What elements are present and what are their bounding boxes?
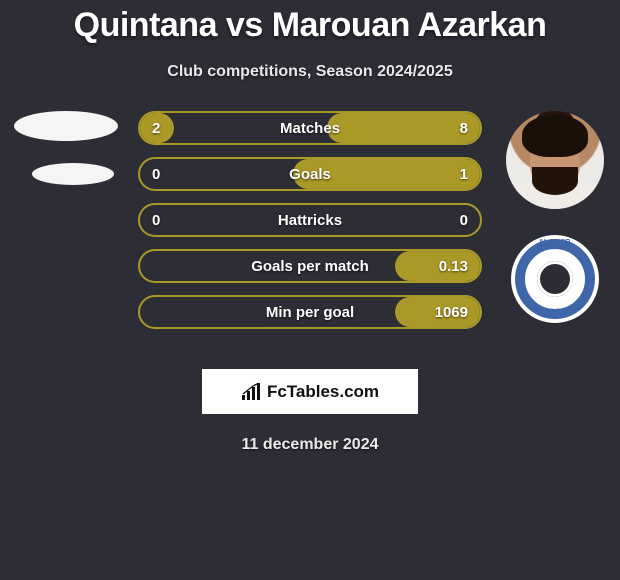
comparison-panel: 2 Matches 8 0 Goals 1 0 Hattricks 0 Goal…: [0, 111, 620, 351]
left-club-logo-placeholder: [32, 163, 114, 185]
stat-value-right: 0: [460, 205, 468, 235]
watermark-text: FcTables.com: [267, 382, 379, 402]
stat-bar-min-per-goal: Min per goal 1069: [138, 295, 482, 329]
page-subtitle: Club competitions, Season 2024/2025: [0, 45, 620, 81]
stat-value-right: 8: [460, 113, 468, 143]
stat-label: Hattricks: [140, 205, 480, 235]
stat-bars: 2 Matches 8 0 Goals 1 0 Hattricks 0 Goal…: [138, 111, 482, 341]
stat-bar-matches: 2 Matches 8: [138, 111, 482, 145]
stat-value-right: 0.13: [439, 251, 468, 281]
page-title: Quintana vs Marouan Azarkan: [0, 0, 620, 45]
snapshot-date: 11 december 2024: [0, 414, 620, 454]
club-year: 1945: [511, 307, 599, 317]
right-player-column: AL-NASR 1945: [497, 111, 612, 323]
football-icon: [537, 261, 573, 297]
stat-value-right: 1: [460, 159, 468, 189]
stat-label: Matches: [140, 113, 480, 143]
watermark[interactable]: FcTables.com: [202, 369, 418, 414]
left-player-column: [8, 111, 123, 185]
stat-bar-hattricks: 0 Hattricks 0: [138, 203, 482, 237]
right-player-avatar: [506, 111, 604, 209]
club-name-top: AL-NASR: [511, 239, 599, 246]
stat-label: Goals per match: [140, 251, 480, 281]
stat-value-right: 1069: [435, 297, 468, 327]
left-player-avatar-placeholder: [14, 111, 118, 141]
stat-bar-goals-per-match: Goals per match 0.13: [138, 249, 482, 283]
right-club-logo: AL-NASR 1945: [511, 235, 599, 323]
stat-label: Goals: [140, 159, 480, 189]
stat-bar-goals: 0 Goals 1: [138, 157, 482, 191]
stat-label: Min per goal: [140, 297, 480, 327]
chart-icon: [241, 383, 263, 401]
